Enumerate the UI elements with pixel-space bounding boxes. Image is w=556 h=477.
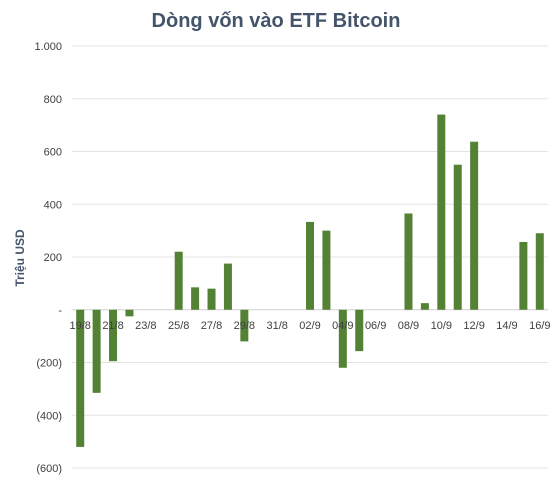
x-tick-label: 12/9 [463,320,484,332]
bar [109,309,118,362]
x-tick-label: 08/9 [398,320,419,332]
x-tick-label: 31/8 [266,320,287,332]
bar [92,309,101,393]
x-tick-label: 14/9 [496,320,517,332]
chart-title: Dòng vốn vào ETF Bitcoin [152,10,401,32]
bar [355,309,364,352]
y-tick-label: (400) [36,410,62,422]
bar [223,263,232,310]
y-tick-label: (200) [36,358,62,370]
bar [76,309,85,447]
bar [240,309,249,342]
x-axis-ticks: 19/8 21/8 23/8 25/8 27/8 29/8 31/8 02/9 04/9 06/9… [69,320,550,332]
bar [535,233,544,310]
bar [322,230,331,310]
x-tick-label: 10/9 [431,320,452,332]
y-tick-label: 200 [44,252,62,264]
x-tick-label: 16/9 [529,320,550,332]
x-tick-label: 19/8 [69,320,90,332]
bar [437,114,446,310]
y-tick-label: (600) [36,463,62,475]
bar [306,221,314,310]
bar [519,241,528,310]
bar [404,213,413,310]
y-axis-label: Triệu USD [13,229,27,287]
x-tick-label: 29/8 [234,320,255,332]
bar [338,309,347,368]
y-tick-label: 400 [44,199,62,211]
x-tick-label: 27/8 [201,320,222,332]
y-tick-label: 800 [44,94,62,106]
bar [420,303,429,310]
y-tick-label: 1.000 [34,41,62,53]
x-tick-label: 25/8 [168,320,189,332]
y-axis-ticks: 1.000 800 600 400 200 - (200) (400) (600) [34,41,62,475]
bar [191,287,200,310]
y-tick-label: - [58,305,62,317]
bar [174,251,183,310]
bars [76,114,544,447]
bar [125,309,134,317]
bar [470,141,479,310]
x-tick-label: 02/9 [299,320,320,332]
x-tick-label: 04/9 [332,320,353,332]
y-tick-label: 600 [44,147,62,159]
x-tick-label: 21/8 [102,320,123,332]
x-tick-label: 06/9 [365,320,386,332]
bar [207,288,216,310]
bar [453,164,462,310]
x-tick-label: 23/8 [135,320,156,332]
